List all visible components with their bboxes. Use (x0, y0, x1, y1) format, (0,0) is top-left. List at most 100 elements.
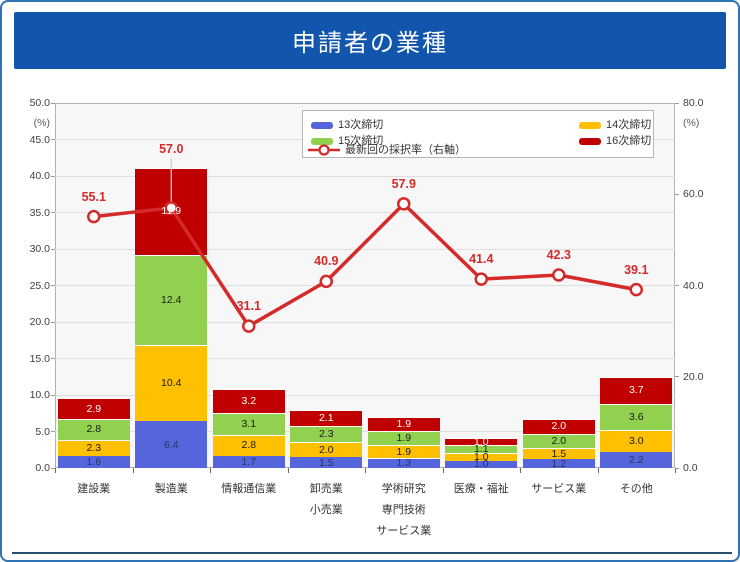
x-axis-tick-mark (132, 468, 134, 473)
left-axis-tick-mark (51, 175, 55, 177)
bar-segment (445, 453, 518, 461)
bar-segment (522, 459, 595, 468)
legend-item-4: 16次締切 (579, 134, 651, 148)
bar-segment-label: 1.9 (396, 417, 412, 430)
bar-segment-label: 3.1 (241, 417, 257, 430)
right-axis-tick-label: 60.0 (683, 188, 704, 201)
left-axis-tick-label: 10.0 (29, 389, 50, 401)
left-axis-tick-label: 25.0 (29, 279, 50, 292)
left-axis-tick-label: 35.0 (29, 206, 50, 219)
left-axis-tick-mark (51, 139, 55, 140)
chart-legend: 13次締切 14次締切 15次締切 16次締切最新回の採択率（右軸） (302, 110, 654, 158)
left-axis-tick-label: 0.0 (35, 462, 50, 474)
category-label: 卸売業 (309, 483, 343, 495)
gridline (55, 175, 675, 177)
legend-label: 15次締切 (338, 135, 384, 147)
gridline (55, 321, 675, 323)
bar-segment-label: 10.4 (161, 377, 182, 390)
left-axis-tick-label: 50.0 (29, 97, 50, 109)
right-axis-tick-label: 20.0 (683, 370, 704, 383)
bar-segment (212, 455, 285, 468)
bar-segment (290, 425, 363, 443)
right-axis-tick-mark (675, 467, 679, 469)
category-label: 専門技術 (381, 504, 426, 516)
left-axis-tick-label: 30.0 (29, 243, 50, 255)
bar-segment (367, 458, 440, 468)
x-axis-tick-mark (597, 468, 599, 473)
right-axis-tick-mark (675, 285, 679, 286)
legend-swatch-icon (579, 121, 601, 129)
bar-segment-label: 2.0 (551, 420, 567, 433)
legend-line-swatch-icon (308, 144, 340, 156)
line-value-label: 42.3 (546, 248, 571, 262)
bar-segment (290, 442, 363, 458)
bar-segment (445, 438, 518, 446)
bar-segment-label: 1.9 (396, 431, 412, 444)
bar-segment-label: 11.9 (161, 205, 182, 218)
bar-segment (600, 403, 673, 431)
left-axis-tick-label: 40.0 (29, 170, 50, 182)
gridline (55, 431, 675, 432)
bar-segment (290, 410, 363, 426)
bar-segment-label: 1.0 (473, 458, 489, 471)
bar-segment (212, 435, 285, 456)
line-point-marker (242, 319, 256, 333)
x-axis-tick-mark (287, 468, 289, 473)
right-axis-tick-mark (675, 376, 679, 378)
bar-segment-label: 2.9 (86, 402, 102, 415)
bar-segment-label: 2.8 (241, 439, 257, 452)
bar-segment (522, 433, 595, 449)
left-axis-tick-mark (51, 467, 55, 469)
bar-segment-label: 1.7 (241, 455, 257, 468)
left-axis-tick-label: 45.0 (29, 133, 50, 146)
legend-item-2: 14次締切 (579, 118, 651, 132)
gridline (55, 285, 675, 286)
bar-segment-label: 1.2 (551, 457, 567, 470)
bar-segment-label: 2.1 (318, 411, 334, 424)
line-point-marker (629, 282, 643, 297)
bar-segment (445, 460, 518, 468)
line-value-label: 57.9 (391, 176, 416, 191)
bottom-divider (12, 552, 732, 554)
category-label: 学術研究 (381, 483, 426, 495)
line-point-marker (319, 274, 333, 289)
left-axis-tick-mark (51, 321, 55, 323)
gridline (55, 358, 675, 359)
left-axis-tick-mark (51, 285, 55, 286)
gridline (55, 394, 675, 396)
category-label: 情報通信業 (221, 483, 277, 495)
gridline (55, 212, 675, 213)
bar-segment (445, 445, 518, 454)
right-axis-tick-label: 0.0 (683, 462, 698, 474)
title-banner: 申請者の業種 (14, 12, 726, 69)
line-point-marker (397, 197, 411, 211)
legend-label: 最新回の採択率（右軸） (345, 144, 466, 156)
left-axis-tick-mark (51, 394, 55, 396)
right-axis-tick-label: 80.0 (683, 97, 704, 109)
right-axis-tick-mark (675, 193, 679, 195)
line-value-label: 55.1 (81, 189, 106, 204)
left-axis-tick-mark (51, 248, 55, 250)
x-axis-tick-mark (442, 468, 444, 473)
legend-label: 16次締切 (606, 135, 652, 147)
legend-label: 14次締切 (606, 119, 652, 131)
bar-segment-label: 2.3 (86, 441, 102, 454)
left-axis-tick-mark (51, 431, 55, 432)
bar-segment (135, 254, 208, 346)
bar-segment (367, 444, 440, 459)
adoption-rate-line (87, 159, 643, 333)
left-axis-tick-label: 20.0 (29, 316, 50, 328)
bar-segment (135, 421, 208, 468)
legend-swatch-icon (311, 121, 333, 129)
bar-segment-label: 2.0 (551, 434, 567, 447)
bar-segment (522, 419, 595, 434)
bar-segment-label: 12.4 (161, 294, 182, 307)
left-axis-tick-label: 5.0 (35, 425, 50, 438)
left-axis-tick-mark (51, 212, 55, 213)
legend-label: 13次締切 (338, 119, 384, 131)
bar-segment-label: 1.5 (551, 447, 567, 460)
left-axis-tick-label: 15.0 (29, 352, 50, 365)
line-value-label: 40.9 (314, 254, 339, 269)
bar-segment-label: 3.7 (628, 384, 644, 397)
bar-segment-label: 3.0 (628, 434, 644, 447)
